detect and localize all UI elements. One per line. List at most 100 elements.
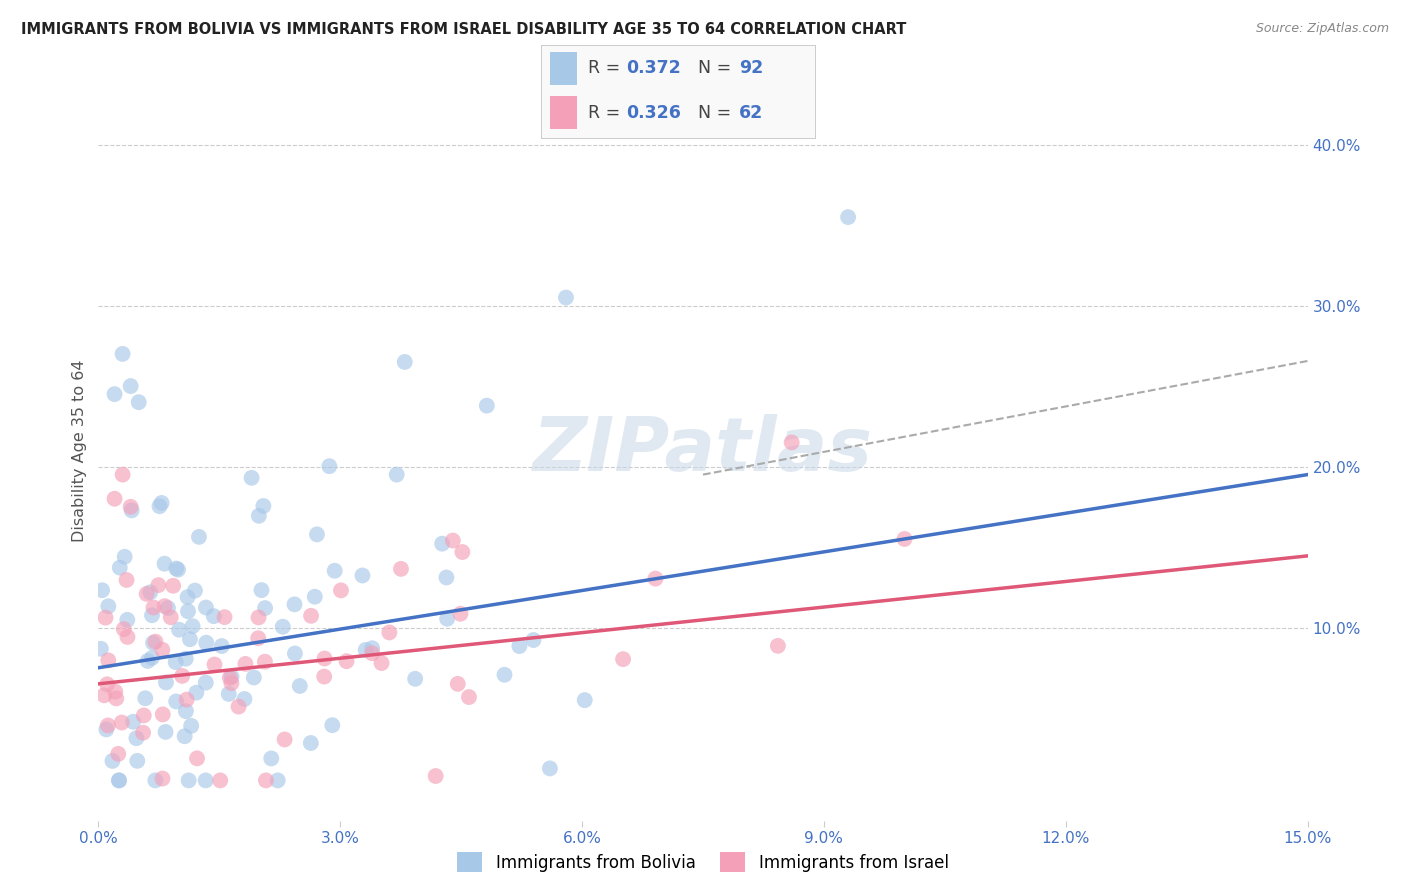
Point [458, 690, 481, 704]
Point [321, 718, 343, 732]
Point [177, 604, 200, 618]
Point [148, 500, 170, 514]
Point [145, 634, 167, 648]
Point [323, 564, 346, 578]
Text: N =: N = [697, 60, 737, 78]
Point [450, 607, 472, 621]
Point [202, 609, 225, 624]
Point [167, 563, 190, 577]
Point [330, 583, 353, 598]
Point [172, 669, 194, 683]
Point [204, 657, 226, 672]
Point [188, 530, 211, 544]
Point [111, 467, 134, 482]
Point [91, 583, 114, 598]
Point [152, 707, 174, 722]
FancyBboxPatch shape [550, 96, 576, 129]
Point [644, 572, 666, 586]
Point [97, 718, 120, 732]
Point [394, 355, 416, 369]
Point [494, 667, 516, 681]
Legend: Immigrants from Bolivia, Immigrants from Israel: Immigrants from Bolivia, Immigrants from… [450, 846, 956, 879]
Point [273, 732, 295, 747]
Point [165, 561, 187, 575]
Point [267, 773, 290, 788]
Point [165, 655, 187, 669]
Point [378, 625, 401, 640]
Point [141, 608, 163, 623]
Point [195, 636, 218, 650]
Point [186, 686, 208, 700]
Point [155, 675, 177, 690]
Point [194, 773, 217, 788]
Point [451, 545, 474, 559]
Point [153, 557, 176, 571]
Point [522, 633, 544, 648]
Point [235, 657, 257, 671]
Point [97, 599, 120, 614]
Text: ZIPatlas: ZIPatlas [533, 414, 873, 487]
Point [299, 608, 322, 623]
Point [120, 379, 142, 393]
Point [254, 773, 277, 788]
Point [117, 613, 139, 627]
Point [361, 646, 384, 660]
Text: 92: 92 [738, 60, 763, 78]
Point [385, 467, 408, 482]
Point [780, 435, 803, 450]
Point [96, 723, 118, 737]
Point [162, 579, 184, 593]
Point [132, 725, 155, 739]
Point [233, 692, 256, 706]
Point [127, 754, 149, 768]
Point [247, 610, 270, 624]
Point [354, 643, 377, 657]
Point [260, 751, 283, 765]
Point [283, 598, 305, 612]
Point [153, 599, 176, 614]
Point [228, 699, 250, 714]
Point [180, 719, 202, 733]
Point [142, 636, 165, 650]
Point [893, 532, 915, 546]
Point [508, 639, 530, 653]
Point [159, 610, 181, 624]
Point [425, 769, 447, 783]
Point [174, 651, 197, 665]
Point [114, 549, 136, 564]
Point [250, 583, 273, 598]
Point [253, 655, 276, 669]
Point [141, 651, 163, 665]
Point [305, 527, 328, 541]
Point [134, 691, 156, 706]
Point [288, 679, 311, 693]
Y-axis label: Disability Age 35 to 64: Disability Age 35 to 64 [72, 359, 87, 541]
Point [112, 622, 135, 636]
Point [108, 560, 131, 574]
Point [108, 773, 131, 788]
Point [155, 725, 177, 739]
Point [181, 619, 204, 633]
Point [318, 459, 340, 474]
Point [299, 736, 322, 750]
Point [447, 677, 470, 691]
Point [314, 670, 336, 684]
Point [361, 641, 384, 656]
Point [176, 590, 198, 604]
Point [247, 631, 270, 645]
Point [436, 612, 458, 626]
Point [105, 691, 128, 706]
Point [120, 500, 142, 514]
Point [125, 731, 148, 746]
Point [194, 600, 217, 615]
Point [142, 600, 165, 615]
Point [574, 693, 596, 707]
Point [186, 751, 208, 765]
Point [167, 623, 190, 637]
Point [173, 729, 195, 743]
Point [284, 647, 307, 661]
Point [96, 677, 118, 691]
Text: Source: ZipAtlas.com: Source: ZipAtlas.com [1256, 22, 1389, 36]
Point [240, 471, 263, 485]
Point [93, 688, 115, 702]
